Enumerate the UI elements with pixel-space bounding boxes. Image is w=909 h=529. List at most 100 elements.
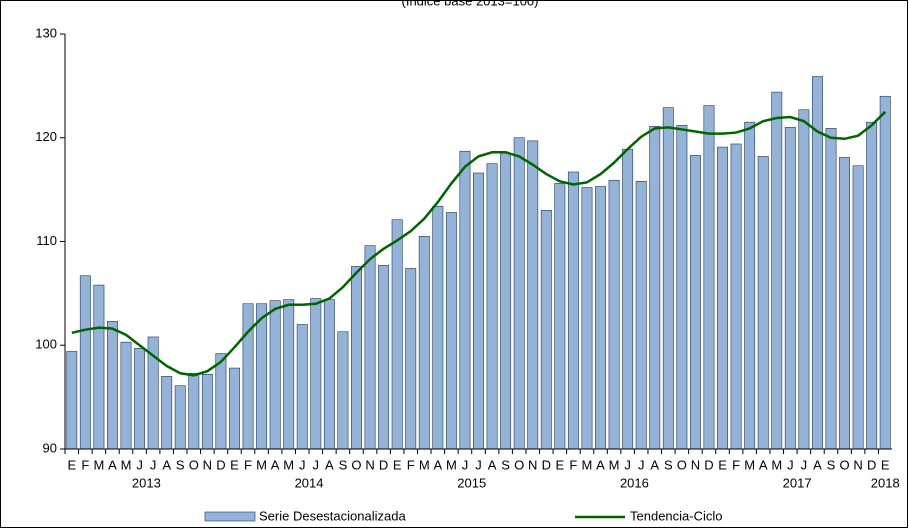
bar — [351, 266, 362, 450]
bar — [730, 143, 742, 450]
year-label: 2014 — [295, 475, 324, 490]
bar — [418, 236, 430, 450]
bar — [486, 163, 498, 450]
x-tick-label: E — [393, 457, 402, 472]
y-tick-label: 90 — [43, 440, 57, 455]
legend-swatch — [204, 511, 256, 522]
x-tick-label: M — [419, 457, 430, 472]
bar — [120, 341, 132, 450]
bar — [784, 127, 796, 450]
x-tick-label: E — [718, 457, 727, 472]
x-tick-label: J — [801, 457, 808, 472]
x-tick-label: J — [787, 457, 794, 472]
bar — [717, 146, 728, 450]
bar — [839, 157, 851, 450]
bar — [391, 219, 403, 450]
bar — [174, 385, 186, 450]
x-tick-label: J — [136, 457, 143, 472]
x-tick-label: A — [488, 457, 497, 472]
x-tick-label: E — [556, 457, 565, 472]
y-tick-label: 120 — [35, 129, 57, 144]
x-tick-label: F — [244, 457, 252, 472]
y-tick-label: 130 — [35, 25, 57, 40]
y-tick-label: 110 — [36, 233, 57, 248]
bar — [527, 140, 539, 450]
bar — [283, 299, 295, 450]
bar — [608, 179, 620, 450]
x-tick-label: N — [853, 457, 862, 472]
bar — [188, 372, 200, 450]
legend-label: Tendencia-Ciclo — [630, 508, 723, 523]
x-tick-label: A — [759, 457, 768, 472]
x-tick-label: A — [433, 457, 442, 472]
x-tick-label: F — [569, 457, 577, 472]
bar — [201, 373, 213, 450]
x-tick-label: M — [744, 457, 755, 472]
bar — [459, 150, 471, 450]
bar — [337, 331, 349, 450]
x-tick-label: D — [542, 457, 551, 472]
bar — [866, 121, 878, 450]
bar — [567, 171, 579, 450]
x-tick-label: S — [827, 457, 836, 472]
bar — [269, 300, 281, 450]
x-tick-label: O — [514, 457, 524, 472]
x-tick-label: J — [299, 457, 306, 472]
bar — [649, 126, 661, 450]
bar — [473, 172, 484, 450]
x-tick-label: S — [501, 457, 510, 472]
x-tick-label: M — [121, 457, 132, 472]
bar — [161, 376, 173, 450]
bar — [662, 107, 674, 450]
x-tick-label: A — [596, 457, 605, 472]
x-tick-label: J — [638, 457, 645, 472]
chart-subtitle: (Índice base 2013=100) — [402, 0, 539, 8]
x-tick-label: A — [108, 457, 117, 472]
x-tick-label: M — [283, 457, 294, 472]
x-tick-label: D — [216, 457, 225, 472]
bar — [106, 321, 118, 450]
bar — [879, 95, 891, 450]
bar — [581, 187, 593, 450]
x-tick-label: M — [446, 457, 457, 472]
bar — [622, 148, 634, 450]
x-tick-label: M — [93, 457, 104, 472]
x-tick-label: J — [313, 457, 320, 472]
x-tick-label: A — [650, 457, 659, 472]
y-tick-label: 100 — [35, 337, 57, 352]
x-tick-label: J — [475, 457, 482, 472]
bar — [134, 348, 146, 450]
x-tick-label: M — [771, 457, 782, 472]
trend-line — [71, 110, 887, 377]
bar — [852, 165, 864, 450]
x-tick-label: O — [839, 457, 849, 472]
x-tick-label: S — [339, 457, 348, 472]
bar — [554, 183, 566, 450]
bar — [798, 109, 810, 450]
x-tick-label: M — [609, 457, 620, 472]
x-tick-label: S — [176, 457, 185, 472]
x-tick-label: A — [325, 457, 334, 472]
year-label: 2017 — [783, 475, 812, 490]
bar — [689, 155, 701, 450]
bar — [500, 153, 512, 450]
x-tick-label: O — [189, 457, 199, 472]
bar — [405, 268, 417, 450]
bar — [323, 299, 335, 450]
bar — [242, 303, 254, 450]
bar — [744, 121, 756, 450]
bar — [513, 137, 525, 450]
bar — [676, 125, 688, 450]
bar — [540, 210, 552, 450]
x-tick-label: J — [624, 457, 631, 472]
bar — [445, 212, 457, 450]
year-label: 2018 — [871, 475, 900, 490]
bar — [296, 324, 308, 450]
x-tick-label: N — [365, 457, 374, 472]
x-tick-label: F — [407, 457, 415, 472]
bar — [229, 367, 240, 450]
x-tick-label: E — [67, 457, 76, 472]
bar — [66, 351, 78, 450]
bar — [79, 275, 91, 450]
